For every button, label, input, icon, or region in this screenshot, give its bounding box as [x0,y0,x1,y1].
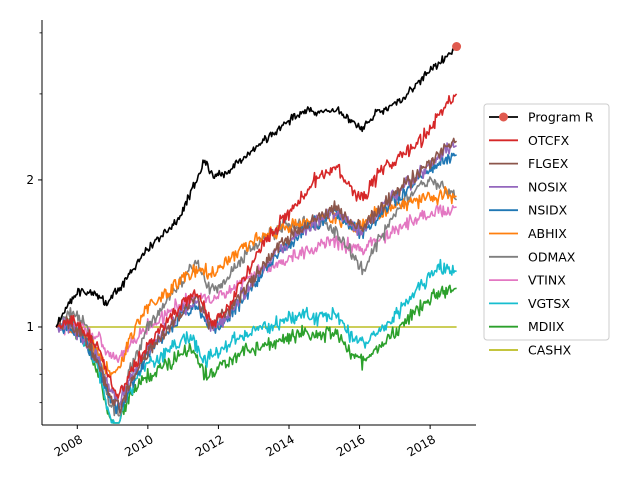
legend-label: MDIIX [528,319,565,334]
axes [41,20,476,426]
series-line-abhix [56,186,457,378]
x-tick-label: 2008 [52,432,85,459]
legend-entry-otcfx: OTCFX [489,133,570,148]
legend-marker [499,112,508,122]
x-tick-label: 2014 [263,432,296,459]
legend-label: VGTSX [528,296,570,311]
series-line-otcfx [55,93,458,400]
series-marker-program-r [452,42,462,52]
x-tick-label: 2016 [334,432,367,459]
legend-entry-abhix: ABHIX [489,226,567,241]
legend-entry-flgex: FLGEX [489,156,569,171]
legend-label: ODMAX [528,249,576,264]
series-line-odmax [55,176,458,417]
series-line-mdiix [55,284,457,424]
legend-entry-vtinx: VTINX [489,273,566,288]
legend-entry-mdiix: MDIIX [489,319,565,334]
x-ticks: 2008 2010 2012 2014 2016 2018 [52,425,438,459]
legend-label: ABHIX [528,226,567,241]
legend-entry-program-r: Program R [489,110,594,125]
x-tick-label: 2018 [405,432,438,459]
x-tick-label: 2010 [122,432,155,459]
y-tick-label: 2 [26,173,34,187]
legend-entry-odmax: ODMAX [489,249,576,264]
legend-label: VTINX [528,273,566,288]
legend-label: FLGEX [528,156,569,171]
x-tick-label: 2012 [193,432,226,459]
series-line-program-r [55,46,458,328]
legend-label: Program R [528,110,594,125]
legend-label: NOSIX [528,179,568,194]
legend-label: NSIDX [528,203,568,218]
legend-label: CASHX [528,343,572,358]
plot-lines [55,42,462,424]
legend-entry-vgtsx: VGTSX [489,296,570,311]
legend-items: Program R OTCFX FLGEX NOSIX NSIDX ABHIX ODMAX V… [489,110,594,358]
legend-entry-cashx: CASHX [489,343,572,358]
series-line-vgtsx [55,258,457,424]
legend-label: OTCFX [528,133,570,148]
legend: Program R OTCFX FLGEX NOSIX NSIDX ABHIX ODMAX V… [483,103,610,358]
legend-entry-nsidx: NSIDX [489,203,568,218]
series-line-flgex [55,137,458,414]
legend-entry-nosix: NOSIX [489,179,568,194]
y-tick-label: 1 [26,320,34,334]
y-ticks: 12 [26,32,42,404]
